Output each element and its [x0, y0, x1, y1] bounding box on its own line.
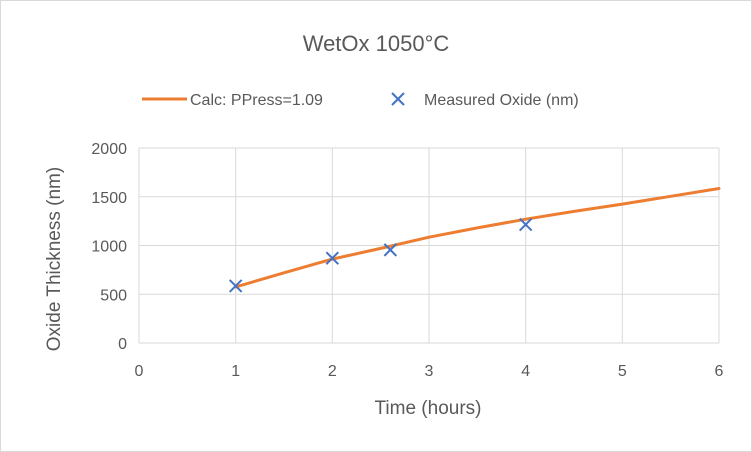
y-axis-title: Oxide Thickness (nm) — [44, 167, 65, 351]
legend: Calc: PPress=1.09 Measured Oxide (nm) — [142, 92, 579, 109]
y-tick-label: 1000 — [91, 239, 127, 256]
chart-title: WetOx 1050°C — [303, 31, 450, 56]
legend-label-measured: Measured Oxide (nm) — [424, 92, 579, 109]
y-tick-label: 2000 — [91, 141, 127, 158]
x-tick-label: 3 — [425, 363, 434, 380]
x-tick-label: 2 — [328, 363, 337, 380]
measured-data-point — [518, 217, 533, 232]
gridlines — [138, 147, 720, 344]
x-tick-label: 5 — [618, 363, 627, 380]
legend-x-marker-icon — [391, 92, 405, 106]
legend-label-calc: Calc: PPress=1.09 — [190, 92, 323, 109]
x-tick-label: 0 — [135, 363, 144, 380]
y-tick-label: 500 — [100, 287, 127, 304]
series — [228, 187, 721, 293]
measured-data-point — [325, 251, 340, 265]
x-tick-label: 1 — [231, 363, 240, 380]
measured-data-point — [228, 279, 243, 293]
y-tick-label: 1500 — [91, 190, 127, 207]
calc-series-line — [234, 187, 721, 289]
y-tick-label: 0 — [118, 336, 127, 353]
x-axis-title: Time (hours) — [375, 398, 482, 419]
x-tick-label: 6 — [715, 363, 724, 380]
measured-data-point — [383, 243, 398, 257]
x-tick-label: 4 — [521, 363, 530, 380]
tick-labels: 0 500 1000 1500 2000 0 1 2 3 4 5 6 — [91, 141, 723, 380]
